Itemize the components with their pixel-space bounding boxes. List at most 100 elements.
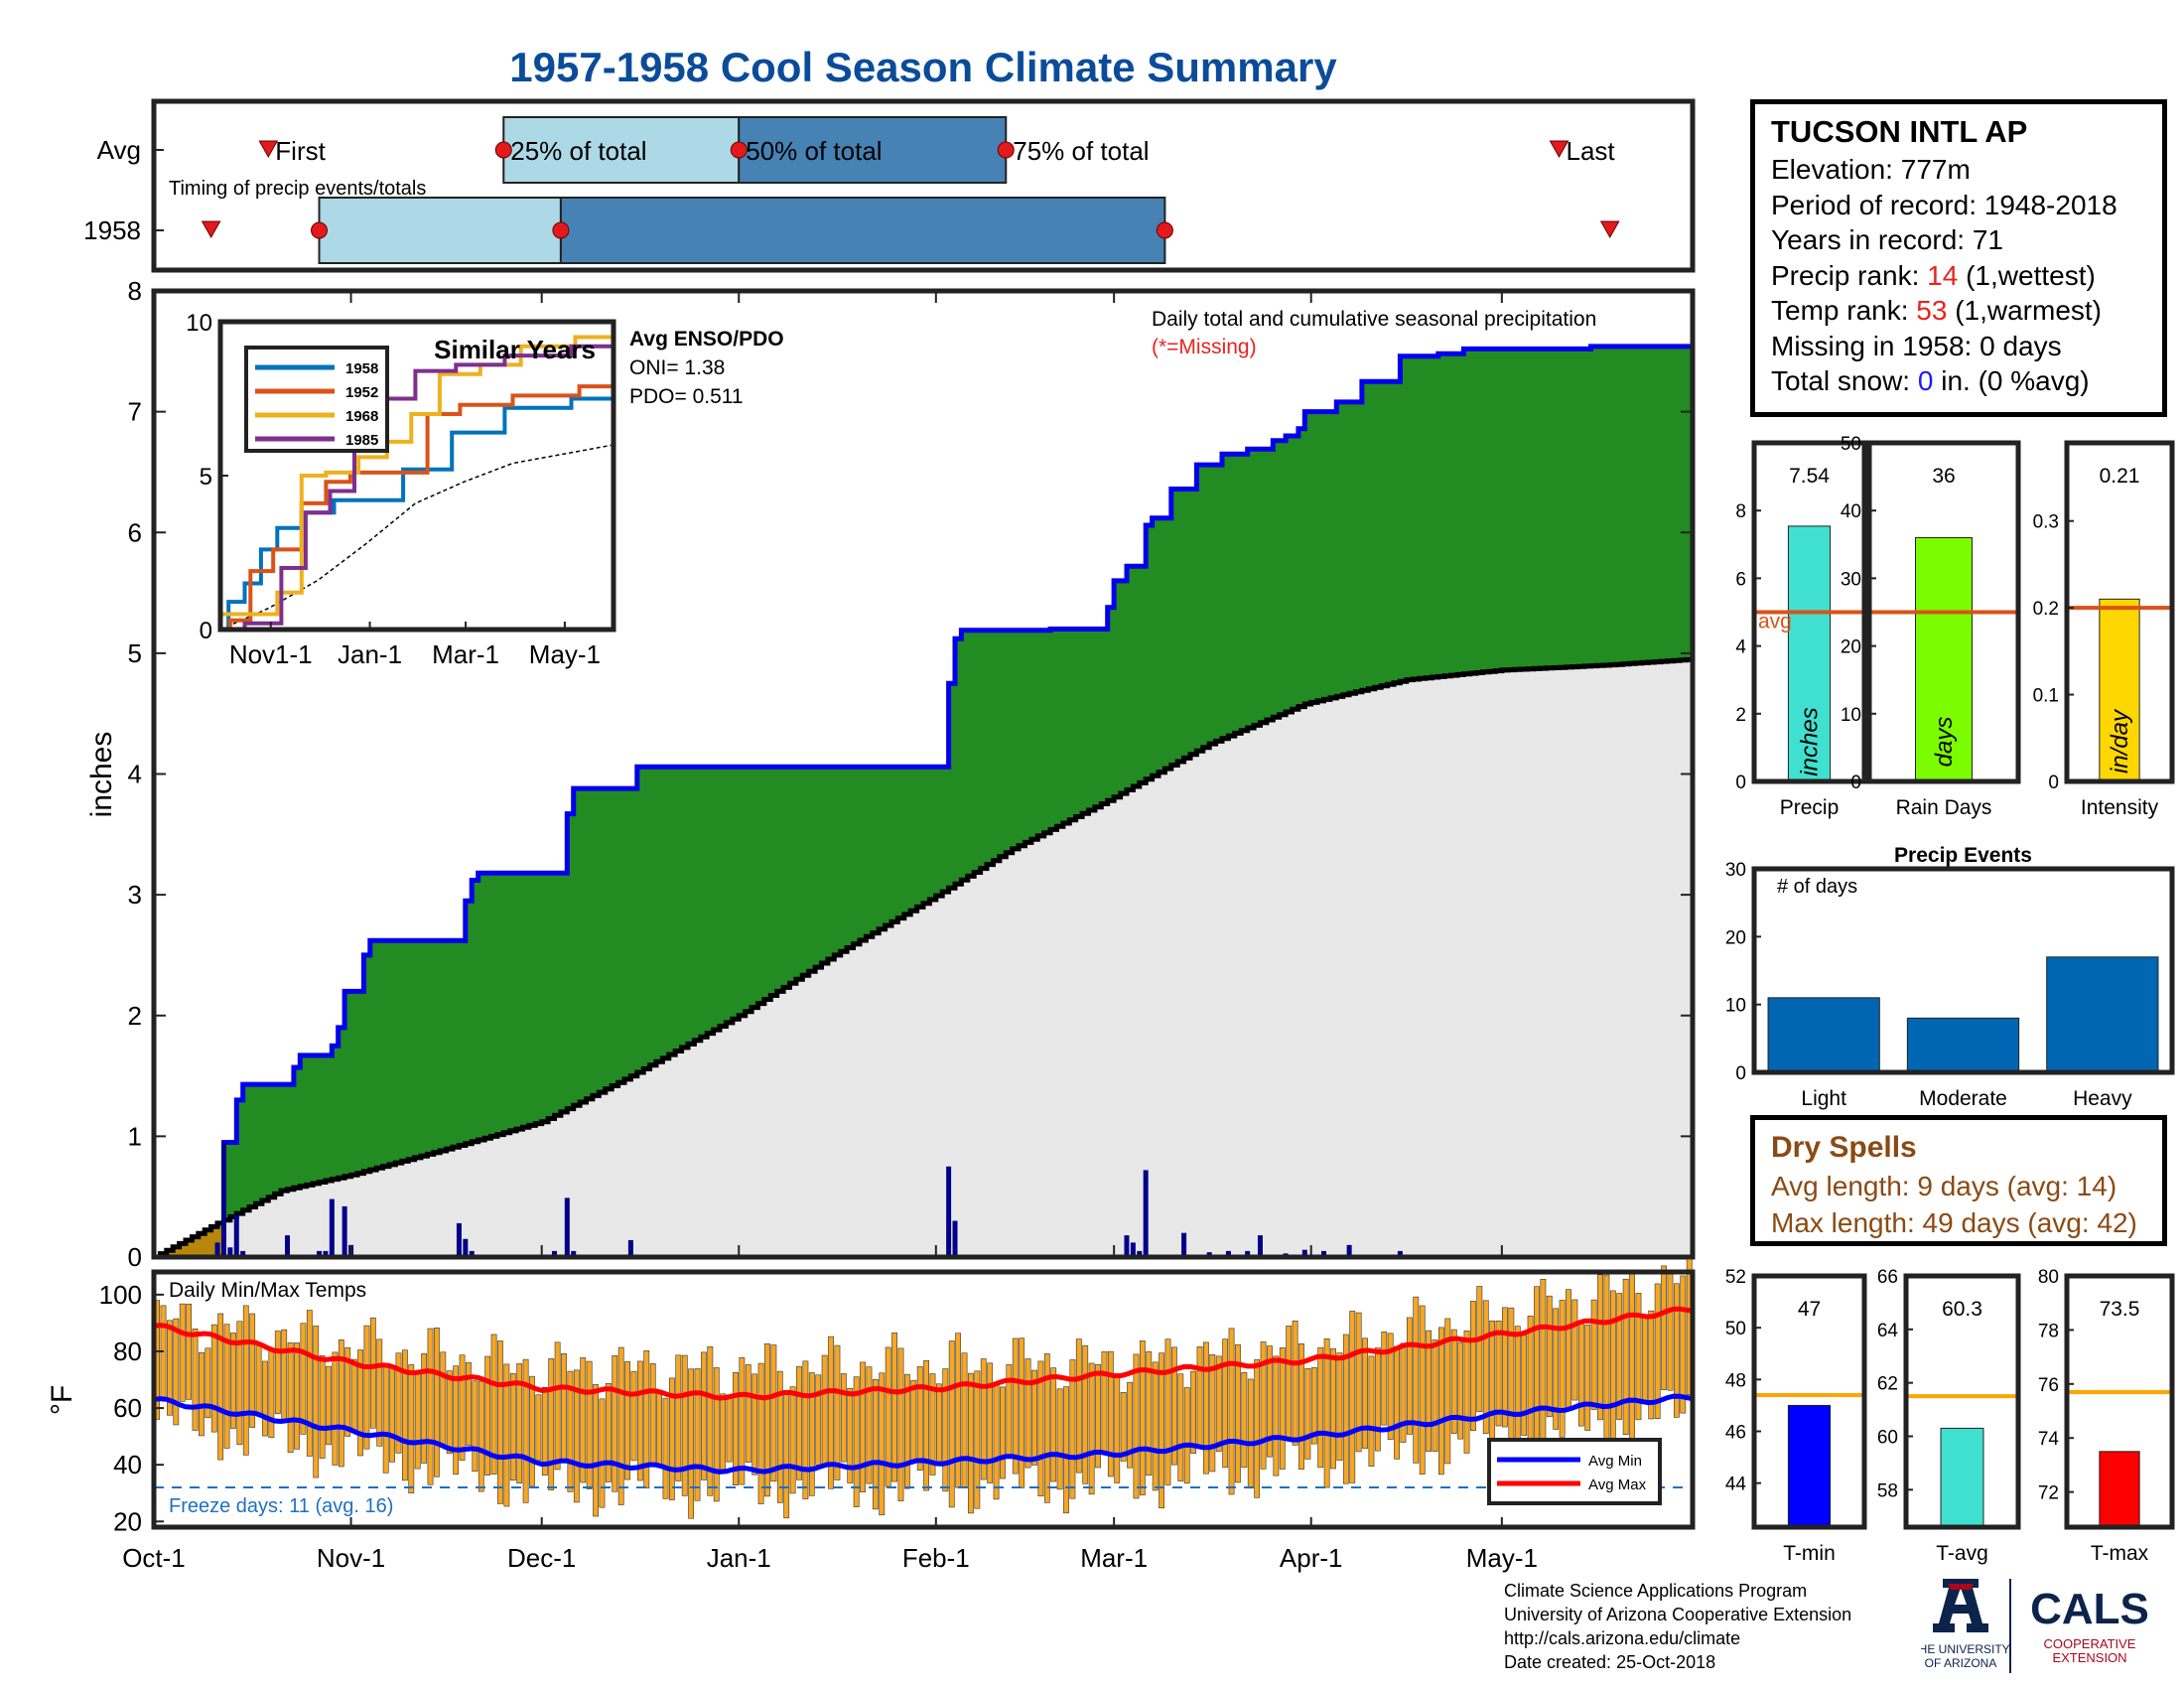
average-cumulative-area (154, 659, 1693, 1257)
timing-box-25-50 (502, 116, 741, 184)
daily-temp-bar (1190, 1370, 1197, 1454)
daily-precip-bar (341, 1205, 347, 1257)
daily-temp-bar (617, 1346, 624, 1505)
daily-temp-bar (1209, 1353, 1216, 1473)
timing-point-p50 (730, 141, 748, 159)
daily-temp-bar (294, 1342, 300, 1450)
events-y-tick-label: 30 (1725, 860, 1746, 881)
daily-temp-bar (828, 1336, 834, 1489)
daily-precip-bar (285, 1235, 291, 1257)
rain_days-bar-label: days (1931, 717, 1958, 768)
daily-temp-bar (624, 1361, 630, 1480)
daily-temp-bar (1159, 1352, 1164, 1509)
x-tick-label: Dec-1 (507, 1543, 576, 1573)
daily-temp-bar (993, 1381, 1000, 1500)
timing-point-p50 (552, 221, 570, 239)
daily-temp-bar (249, 1313, 256, 1428)
daily-temp-bar (1127, 1381, 1133, 1469)
inset-x-tick-label: Jan-1 (338, 639, 402, 669)
daily-temp-bar (414, 1371, 421, 1470)
intensity-bar (2099, 598, 2140, 782)
daily-temp-bar (1444, 1318, 1451, 1465)
daily-temp-bar (1584, 1324, 1591, 1431)
daily-temp-bar (1641, 1315, 1648, 1402)
daily-temp-bar (313, 1326, 320, 1478)
x-tick-label: Mar-1 (1080, 1543, 1148, 1573)
daily-temp-bar (1502, 1307, 1508, 1428)
timing-label-50: 50% of total (746, 136, 882, 166)
daily-temp-bar (1247, 1378, 1254, 1489)
daily-temp-bar (1082, 1344, 1089, 1484)
daily-temp-bar (796, 1365, 802, 1480)
daily-temp-bar (395, 1352, 402, 1454)
daily-temp-bar (688, 1368, 695, 1519)
period-of-record: Period of record: 1948-2018 (1771, 189, 2117, 220)
daily-temp-bar (1489, 1320, 1496, 1447)
daily-temp-bar (509, 1373, 516, 1481)
daily-temp-bar (1050, 1367, 1057, 1482)
intensity-y-tick-label: 0.2 (2033, 599, 2059, 620)
temp-frame (151, 1269, 1696, 1530)
y-tick-label: 8 (128, 276, 142, 306)
daily-precip-bar (329, 1198, 335, 1257)
daily-temp-bar (834, 1344, 841, 1480)
daily-precip-bar (233, 1214, 239, 1257)
intensity-y-tick-label: 0 (2048, 773, 2059, 793)
events-y-label: # of days (1777, 876, 1857, 898)
precip_total-bar (1787, 525, 1832, 782)
credits-url: http://cals.arizona.edu/climate (1504, 1628, 1741, 1648)
daily-temp-bar (757, 1362, 764, 1504)
daily-temp-bar (529, 1375, 535, 1486)
daily-temp-bar (1107, 1350, 1114, 1477)
daily-temp-bar (968, 1372, 974, 1514)
enso-pdo: PDO= 0.511 (629, 385, 744, 408)
daily-temp-bar (903, 1373, 910, 1489)
tmax-y-tick-label: 72 (2038, 1483, 2059, 1504)
daily-temp-bar (1349, 1311, 1356, 1483)
daily-temp-bar (1413, 1296, 1420, 1464)
daily-temp-bar (1394, 1345, 1400, 1460)
daily-temp-bar (255, 1342, 262, 1415)
daily-temp-bar (179, 1303, 186, 1402)
credits-date: Date created: 25-Oct-2018 (1504, 1652, 1716, 1672)
inset-frame (217, 319, 616, 633)
daily-temp-bar (1667, 1272, 1674, 1391)
daily-temp-bar (745, 1364, 751, 1463)
precip_total-y-tick-label: 0 (1735, 773, 1746, 793)
daily-temp-bar (1616, 1293, 1623, 1420)
daily-temp-bar (1559, 1300, 1566, 1438)
tmin-y-tick-label: 48 (1725, 1370, 1746, 1391)
tmax-y-tick-label: 74 (2038, 1429, 2060, 1450)
daily-temp-bar (427, 1328, 434, 1485)
daily-temp-bar (1374, 1347, 1381, 1452)
timing-label-last: Last (1566, 136, 1615, 166)
temp-y-tick-label: 60 (113, 1393, 142, 1423)
daily-temp-bar (236, 1321, 243, 1446)
daily-temp-bar (586, 1360, 593, 1489)
tavg-frame (1903, 1273, 2021, 1530)
daily-temp-bar (167, 1320, 173, 1416)
daily-temp-bar (1590, 1299, 1597, 1410)
daily-temp-bar (1495, 1320, 1502, 1427)
precip_total-y-tick-label: 4 (1735, 637, 1746, 658)
daily-temp-bar (1203, 1341, 1209, 1475)
daily-precip-bar (627, 1239, 633, 1257)
timing-marker-first (201, 220, 221, 239)
intensity-frame (2064, 440, 2175, 784)
precip_total-y-tick-label: 2 (1735, 705, 1746, 726)
y-tick-label: 3 (128, 880, 142, 910)
daily-temp-bar (910, 1379, 917, 1461)
daily-temp-bar (929, 1373, 936, 1476)
inset-y-tick-label: 10 (186, 310, 212, 337)
daily-precip-bar (1321, 1250, 1327, 1257)
daily-temp-bar (1419, 1305, 1426, 1475)
logo-ua-line1: THE UNIVERSITY (1921, 1642, 2010, 1656)
daily-temp-bar (1438, 1327, 1444, 1476)
intensity-y-tick-label: 0.3 (2033, 512, 2059, 533)
daily-precip-bar (317, 1250, 323, 1257)
daily-temp-bar (1622, 1278, 1629, 1436)
tmax-frame (2064, 1273, 2175, 1530)
precip-rank: Precip rank: 14 (1,wettest) (1771, 259, 2096, 291)
tavg-value-label: 60.3 (1942, 1298, 1982, 1321)
daily-temp-bar (916, 1366, 923, 1471)
